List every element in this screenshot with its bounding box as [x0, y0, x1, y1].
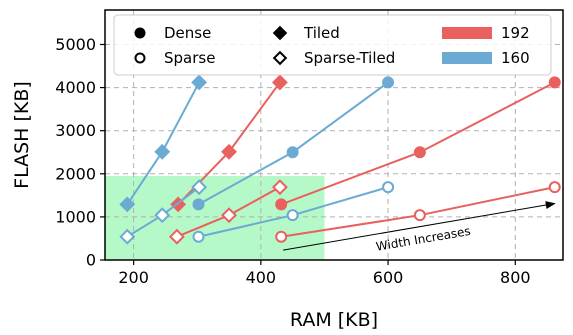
- legend-box: [113, 14, 552, 76]
- legend-item-tiled: Tiled: [272, 24, 340, 42]
- data-point: [382, 76, 395, 89]
- y-tick-label: 5000: [55, 35, 96, 54]
- series-192-dense: [275, 76, 561, 211]
- series-160-sparse: [192, 181, 395, 243]
- data-point: [275, 198, 288, 211]
- legend-swatch: [442, 52, 492, 64]
- y-tick-label: 4000: [55, 78, 96, 97]
- series-192-sparse: [275, 181, 561, 243]
- data-point: [191, 74, 208, 91]
- data-point: [272, 179, 288, 196]
- x-tick-label: 200: [118, 268, 149, 287]
- legend-item-sparse: Sparse: [134, 49, 215, 67]
- data-point: [192, 198, 205, 211]
- y-tick-label: 3000: [55, 121, 96, 140]
- annotation-text: Width Increases: [375, 224, 472, 254]
- data-point: [548, 76, 561, 89]
- data-point: [286, 209, 299, 222]
- series-160-tiled: [119, 74, 208, 213]
- axis-ticks: 200 400 600 800 0 1000 2000 3000 4000 5000: [55, 35, 530, 287]
- data-point: [119, 196, 136, 213]
- legend-label: Sparse: [164, 49, 215, 67]
- legend-label: Tiled: [303, 24, 340, 42]
- legend-marker: [134, 27, 146, 39]
- legend-marker: [272, 50, 288, 66]
- data-point: [382, 181, 395, 194]
- series-192-sparse-tiled: [168, 179, 288, 245]
- x-tick-label: 800: [500, 268, 531, 287]
- legend-swatch: [442, 27, 492, 39]
- data-point: [286, 146, 299, 159]
- legend-label: Dense: [164, 24, 211, 42]
- legend-label: 192: [501, 24, 530, 42]
- x-tick-label: 400: [246, 268, 277, 287]
- legend-label: Sparse-Tiled: [304, 49, 395, 67]
- legend: Dense Sparse Tiled Sparse-Tiled 192 160: [113, 14, 552, 76]
- data-point: [119, 228, 136, 245]
- legend-item-dense: Dense: [134, 24, 211, 42]
- legend-marker: [272, 25, 288, 41]
- data-point: [221, 207, 237, 224]
- data-point: [413, 146, 426, 159]
- data-point: [548, 181, 561, 194]
- x-axis-label: RAM [KB]: [290, 309, 378, 331]
- legend-label: 160: [501, 49, 530, 67]
- data-point: [272, 74, 288, 91]
- y-tick-label: 0: [86, 251, 96, 270]
- plot-frame: [104, 9, 564, 261]
- y-tick-label: 1000: [55, 207, 96, 226]
- data-point: [275, 230, 288, 243]
- annotation-arrow: [283, 201, 556, 251]
- y-tick-label: 2000: [55, 164, 96, 183]
- x-tick-label: 600: [373, 268, 404, 287]
- data-point: [154, 143, 171, 160]
- series-160-sparse-tiled: [119, 179, 208, 245]
- data-point: [413, 209, 426, 222]
- data-point: [154, 207, 171, 224]
- legend-item-160: 160: [442, 49, 530, 67]
- y-axis-label: FLASH [KB]: [11, 81, 33, 189]
- legend-item-192: 192: [442, 24, 530, 42]
- data-point: [192, 230, 205, 243]
- series-layer: [119, 74, 561, 245]
- legend-marker: [134, 52, 146, 64]
- data-point: [221, 143, 237, 160]
- data-point: [191, 179, 208, 196]
- data-point: [168, 228, 185, 245]
- series-160-dense: [192, 76, 395, 211]
- legend-item-sparse-tiled: Sparse-Tiled: [272, 49, 395, 67]
